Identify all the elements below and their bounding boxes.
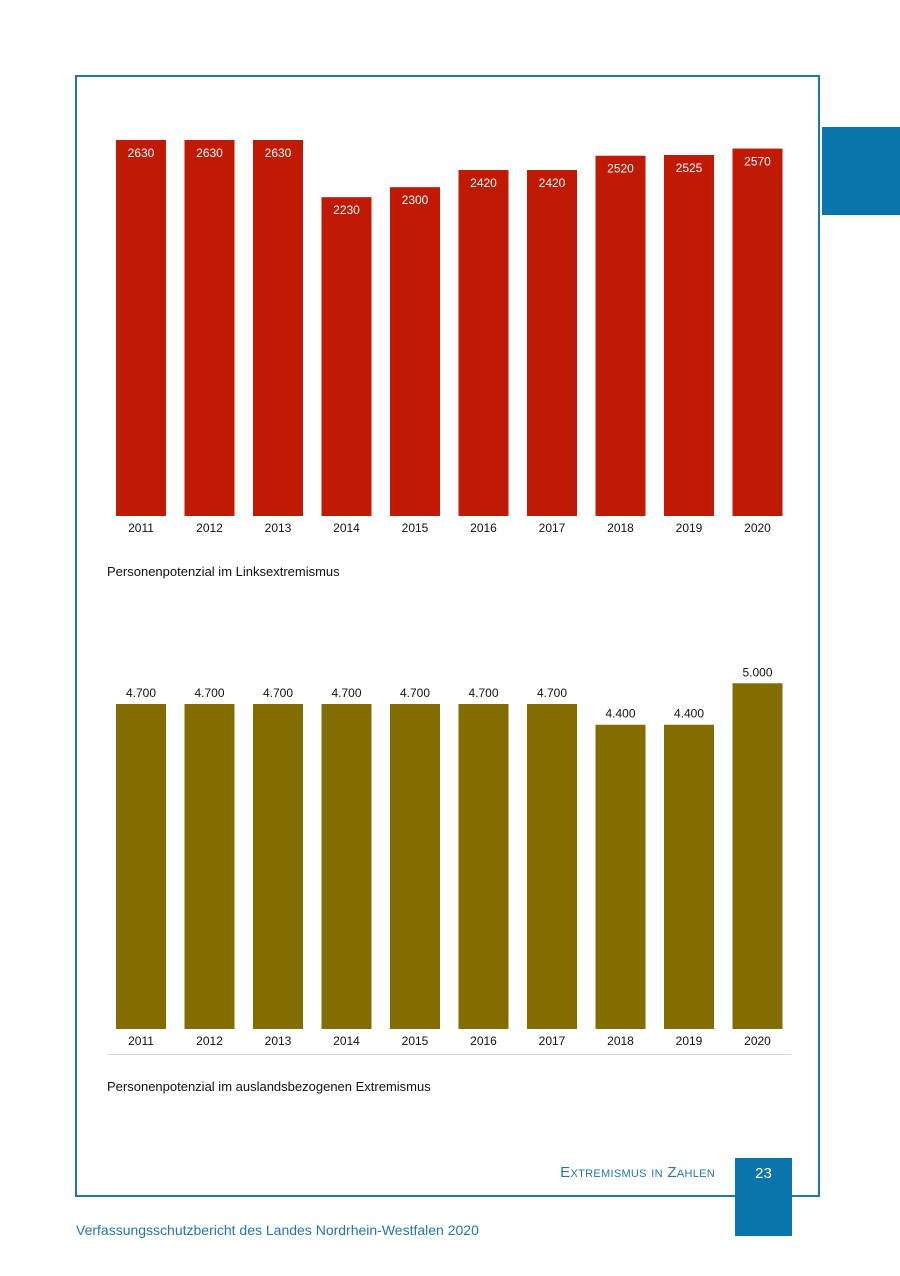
bar-2012 bbox=[184, 704, 235, 1029]
x-tick-label: 2018 bbox=[607, 1034, 634, 1048]
bar-value-label: 5.000 bbox=[742, 665, 772, 679]
x-tick-label: 2016 bbox=[470, 521, 497, 535]
page-number: 23 bbox=[735, 1158, 792, 1236]
bar-2015 bbox=[390, 704, 440, 1029]
bar-2019 bbox=[664, 155, 714, 516]
chart-linksextremismus: 2630 2011 2630 2012 2630 2013 2230 2014 2300 2015… bbox=[116, 140, 783, 535]
x-tick-label: 2011 bbox=[128, 521, 154, 535]
bar-value-label: 4.700 bbox=[194, 686, 224, 700]
bar-value-label: 2420 bbox=[470, 176, 497, 190]
bar-2011 bbox=[116, 140, 166, 516]
bar-2013 bbox=[253, 704, 303, 1029]
bar-2020 bbox=[732, 148, 783, 516]
x-tick-label: 2015 bbox=[402, 521, 429, 535]
footer-text: Verfassungsschutzbericht des Landes Nord… bbox=[76, 1222, 479, 1238]
bar-value-label: 2630 bbox=[196, 146, 223, 160]
bar-value-label: 4.700 bbox=[126, 686, 156, 700]
bar-value-label: 4.400 bbox=[674, 707, 704, 721]
bar-value-label: 2630 bbox=[265, 146, 292, 160]
x-tick-label: 2019 bbox=[676, 1034, 703, 1048]
bar-2020 bbox=[732, 683, 783, 1029]
x-tick-label: 2013 bbox=[265, 521, 292, 535]
x-tick-label: 2015 bbox=[402, 1034, 429, 1048]
bar-value-label: 2420 bbox=[539, 176, 566, 190]
x-tick-label: 2011 bbox=[128, 1034, 154, 1048]
chart-auslandsbezogen: 4.700 2011 4.700 2012 4.700 2013 4.700 2014 4.70… bbox=[116, 665, 783, 1048]
bar-value-label: 4.400 bbox=[605, 707, 635, 721]
bar-2018 bbox=[595, 724, 646, 1029]
bar-2018 bbox=[595, 155, 646, 516]
x-tick-label: 2020 bbox=[744, 1034, 771, 1048]
bar-value-label: 2300 bbox=[402, 193, 429, 207]
bar-value-label: 2230 bbox=[333, 203, 360, 217]
divider bbox=[107, 1054, 791, 1055]
x-tick-label: 2019 bbox=[676, 521, 703, 535]
section-title: Extremismus in Zahlen bbox=[560, 1164, 715, 1181]
bar-2011 bbox=[116, 704, 166, 1029]
bar-2014 bbox=[321, 197, 372, 516]
page-frame bbox=[75, 75, 820, 1197]
bar-value-label: 4.700 bbox=[331, 686, 361, 700]
x-tick-label: 2012 bbox=[196, 1034, 223, 1048]
x-tick-label: 2013 bbox=[265, 1034, 292, 1048]
x-tick-label: 2018 bbox=[607, 521, 634, 535]
bar-value-label: 2520 bbox=[607, 162, 634, 176]
chapter-tab bbox=[822, 127, 900, 215]
bar-2015 bbox=[390, 187, 440, 516]
bar-2012 bbox=[184, 140, 235, 516]
bar-2019 bbox=[664, 724, 714, 1029]
bar-2016 bbox=[458, 704, 509, 1029]
bar-2017 bbox=[527, 704, 577, 1029]
bar-value-label: 4.700 bbox=[400, 686, 430, 700]
bar-2017 bbox=[527, 170, 577, 516]
bar-2016 bbox=[458, 170, 509, 516]
x-tick-label: 2017 bbox=[539, 521, 566, 535]
x-tick-label: 2017 bbox=[539, 1034, 566, 1048]
bar-value-label: 4.700 bbox=[537, 686, 567, 700]
x-tick-label: 2012 bbox=[196, 521, 223, 535]
bar-value-label: 4.700 bbox=[263, 686, 293, 700]
bar-value-label: 2630 bbox=[128, 146, 155, 160]
x-tick-label: 2016 bbox=[470, 1034, 497, 1048]
bar-value-label: 2525 bbox=[676, 161, 703, 175]
bar-2013 bbox=[253, 140, 303, 516]
bar-2014 bbox=[321, 704, 372, 1029]
x-tick-label: 2014 bbox=[333, 521, 360, 535]
x-tick-label: 2020 bbox=[744, 521, 771, 535]
chart-caption-linksextremismus: Personenpotenzial im Linksextremismus bbox=[107, 564, 340, 579]
chart-caption-auslandsbezogen: Personenpotenzial im auslandsbezogenen E… bbox=[107, 1079, 431, 1094]
bar-value-label: 2570 bbox=[744, 155, 771, 169]
x-tick-label: 2014 bbox=[333, 1034, 360, 1048]
bar-value-label: 4.700 bbox=[468, 686, 498, 700]
